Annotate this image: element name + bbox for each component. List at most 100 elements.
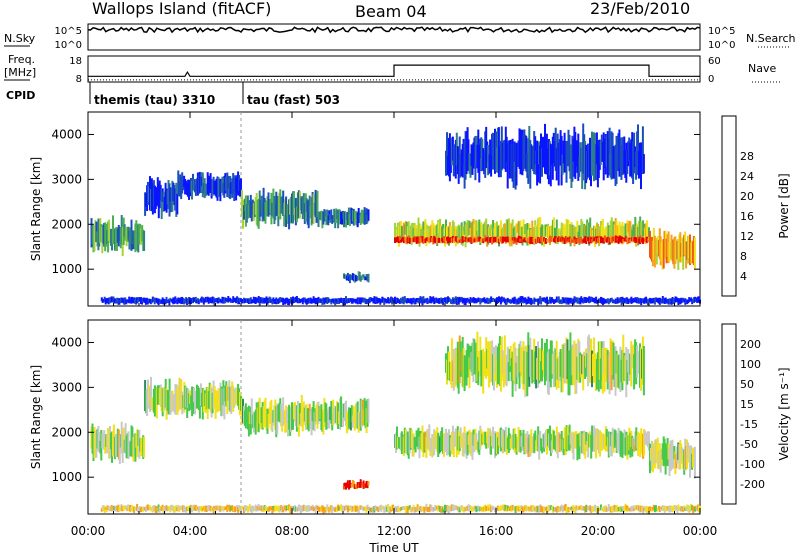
range-gate-cell — [428, 424, 431, 451]
range-gate-cell — [503, 335, 506, 383]
range-gate-cell — [223, 387, 226, 420]
cpid-label: CPID — [6, 89, 35, 102]
range-gate-cell — [490, 155, 493, 177]
range-gate-cell — [620, 506, 623, 512]
range-gate-cell — [520, 346, 523, 377]
range-gate-cell — [654, 505, 657, 512]
range-gate-cell — [497, 437, 499, 455]
range-gate-cell — [343, 483, 345, 490]
range-gate-cell — [398, 299, 401, 304]
freq-trace — [88, 64, 700, 77]
colorbar-tick-label: -15 — [740, 418, 758, 431]
range-gate-cell — [238, 505, 241, 510]
y-tick-label: 4000 — [51, 335, 82, 349]
cpid-segment-label: themis (tau) 3310 — [94, 93, 215, 107]
range-gate-cell — [487, 504, 490, 511]
range-gate-cell — [160, 188, 163, 219]
range-gate-cell — [517, 427, 520, 451]
range-gate-cell — [690, 445, 692, 462]
range-gate-cell — [122, 427, 125, 451]
range-gate-cell — [480, 300, 483, 303]
range-gate-cell — [271, 506, 274, 514]
range-gate-cell — [424, 238, 427, 243]
colorbar-tick-label: 20 — [740, 190, 754, 203]
cpid-bar: themis (tau) 3310 tau (fast) 503 — [89, 82, 340, 107]
range-gate-cell — [327, 215, 330, 226]
range-gate-cell — [596, 506, 598, 514]
nave-tick-bottom: 0 — [708, 74, 714, 85]
range-gate-cell — [509, 346, 512, 366]
range-gate-cell — [158, 506, 161, 513]
range-gate-cell — [495, 345, 497, 374]
range-gate-cell — [310, 408, 313, 436]
range-gate-cell — [605, 300, 608, 304]
range-gate-cell — [468, 357, 471, 389]
nsky-tick-bottom: 10^0 — [55, 40, 82, 51]
range-gate-cell — [442, 507, 445, 513]
range-gate-cell — [578, 238, 581, 244]
range-gate-cell — [408, 505, 411, 510]
range-gate-cell — [250, 398, 253, 424]
range-gate-cell — [237, 507, 240, 513]
range-gate-cell — [447, 506, 450, 514]
range-gate-cell — [510, 358, 513, 382]
range-gate-cell — [308, 195, 311, 211]
range-gate-cell — [641, 126, 644, 175]
range-gate-cell — [345, 296, 347, 303]
range-gate-cell — [440, 506, 443, 513]
x-tick-label: 00:00 — [71, 524, 106, 538]
range-gate-cell — [346, 272, 349, 279]
nsky-strip-frame — [87, 23, 701, 51]
colorbar-tick-label: -50 — [740, 438, 758, 451]
colorbar-tick-label: 8 — [740, 250, 747, 263]
range-gate-cell — [521, 296, 524, 303]
range-gate-cell — [227, 175, 230, 189]
freq-label: Freq. — [8, 53, 35, 66]
x-tick-label: 16:00 — [479, 524, 514, 538]
range-gate-cell — [240, 178, 242, 195]
range-gate-cell — [307, 199, 310, 229]
x-tick-label: 00:00 — [683, 524, 718, 538]
range-gate-cell — [629, 239, 632, 244]
range-gate-cell — [473, 507, 476, 512]
range-gate-cell — [478, 144, 481, 183]
range-gate-cell — [245, 407, 248, 423]
range-gate-cell — [514, 225, 517, 244]
range-gate-cell — [563, 299, 566, 304]
range-gate-cell — [191, 180, 193, 200]
range-gate-cell — [543, 297, 546, 302]
colorbar-tick-label: 12 — [740, 230, 754, 243]
range-gate-cell — [642, 154, 645, 174]
colorbar-frame — [721, 323, 737, 505]
range-gate-cell — [506, 143, 509, 189]
range-gate-cell — [595, 296, 598, 302]
range-gate-cell — [475, 220, 478, 240]
velocity-panel: 1000 2000 3000 4000 Slant Range [km] 200 100 50… — [29, 319, 791, 515]
range-gate-cell — [118, 435, 121, 465]
y-tick-label: 4000 — [51, 127, 82, 141]
y-tick-label: 3000 — [51, 380, 82, 394]
range-gate-cell — [506, 346, 509, 373]
range-gate-cell — [512, 237, 515, 245]
range-gate-cell — [350, 405, 353, 423]
y-tick-label: 1000 — [51, 470, 82, 484]
range-gate-cell — [462, 230, 465, 241]
range-gate-cell — [563, 238, 566, 244]
range-gate-cell — [574, 506, 577, 514]
range-gate-cell — [469, 154, 472, 178]
range-gate-cell — [642, 346, 645, 396]
range-gate-cell — [330, 209, 333, 220]
range-gate-cell — [367, 481, 370, 486]
range-gate-cell — [395, 506, 397, 510]
range-gate-cell — [584, 433, 587, 459]
range-gate-cell — [534, 136, 537, 165]
station-title: Wallops Island (fitACF) — [92, 0, 271, 18]
nsearch-tick-top: 10^5 — [708, 26, 735, 37]
range-gate-cell — [575, 505, 578, 510]
range-gate-cell — [501, 227, 504, 242]
nsearch-tick-bottom: 10^0 — [708, 40, 735, 51]
colorbar-tick-label: 100 — [740, 358, 761, 371]
range-gate-cell — [523, 237, 526, 242]
nsky-tick-top: 10^5 — [55, 26, 82, 37]
colorbar-tick-label: 50 — [740, 378, 754, 391]
